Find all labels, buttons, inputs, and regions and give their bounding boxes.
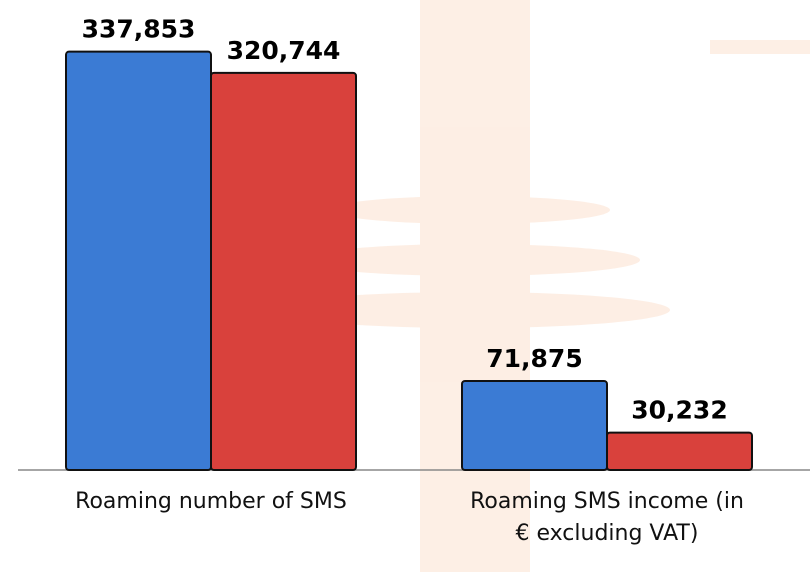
bar [66, 52, 211, 470]
page: {"chart_data": {"type": "bar", "categori… [0, 0, 810, 572]
bar [211, 73, 356, 470]
x-tick-label: Roaming number of SMS [61, 486, 361, 518]
bar [607, 433, 752, 470]
bar [462, 381, 607, 470]
value-label: 30,232 [631, 396, 727, 425]
value-label: 71,875 [486, 344, 582, 373]
value-label: 320,744 [227, 36, 341, 65]
x-tick-label: Roaming SMS income (in € excluding VAT) [462, 486, 752, 550]
value-label: 337,853 [82, 15, 196, 44]
